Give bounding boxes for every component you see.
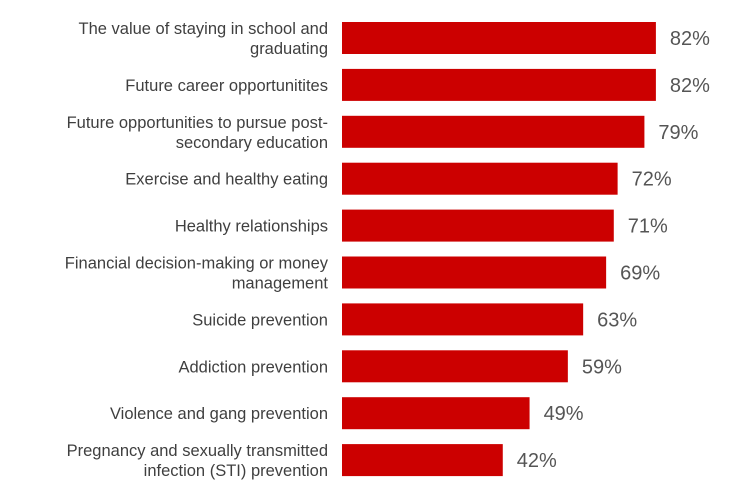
bar-5: [342, 209, 614, 242]
bar-3: [342, 115, 645, 148]
bar-9: [342, 397, 530, 430]
category-label-4: Exercise and healthy eating: [125, 171, 328, 189]
category-label-6-line-2: management: [232, 275, 329, 293]
value-label-4: 72%: [632, 169, 672, 191]
category-label-7: Suicide prevention: [192, 311, 328, 329]
category-labels-group: The value of staying in school and gradua…: [65, 20, 329, 480]
value-label-6: 69%: [620, 263, 660, 285]
value-label-1: 82%: [670, 28, 710, 50]
bar-2: [342, 68, 656, 101]
bar-10: [342, 444, 503, 477]
category-label-1-line-1: The value of staying in school and: [79, 20, 329, 38]
category-label-3-line-2: secondary education: [176, 134, 328, 152]
category-label-9: Violence and gang prevention: [110, 405, 328, 423]
value-label-2: 82%: [670, 75, 710, 97]
bars-group: [342, 22, 656, 477]
bar-8: [342, 350, 568, 383]
value-label-10: 42%: [517, 450, 557, 472]
category-label-3-line-1: Future opportunities to pursue post-: [67, 114, 328, 132]
bar-7: [342, 303, 584, 336]
value-labels-group: 82% 82% 79% 72% 71% 69% 63% 59% 49% 42%: [517, 28, 710, 472]
bar-6: [342, 256, 607, 289]
value-label-3: 79%: [658, 122, 698, 144]
category-label-6-line-1: Financial decision-making or money: [65, 255, 329, 273]
bar-4: [342, 162, 618, 195]
value-label-8: 59%: [582, 356, 622, 378]
category-label-10-line-2: infection (STI) prevention: [144, 462, 328, 480]
category-label-2: Future career opportunitites: [125, 77, 328, 95]
value-label-9: 49%: [544, 403, 584, 425]
category-label-5: Healthy relationships: [175, 218, 328, 236]
value-label-7: 63%: [597, 309, 637, 331]
category-label-8: Addiction prevention: [178, 358, 328, 376]
category-label-10-line-1: Pregnancy and sexually transmitted: [67, 442, 328, 460]
value-label-5: 71%: [628, 216, 668, 238]
category-label-1-line-2: graduating: [250, 40, 328, 58]
bar-1: [342, 22, 656, 54]
